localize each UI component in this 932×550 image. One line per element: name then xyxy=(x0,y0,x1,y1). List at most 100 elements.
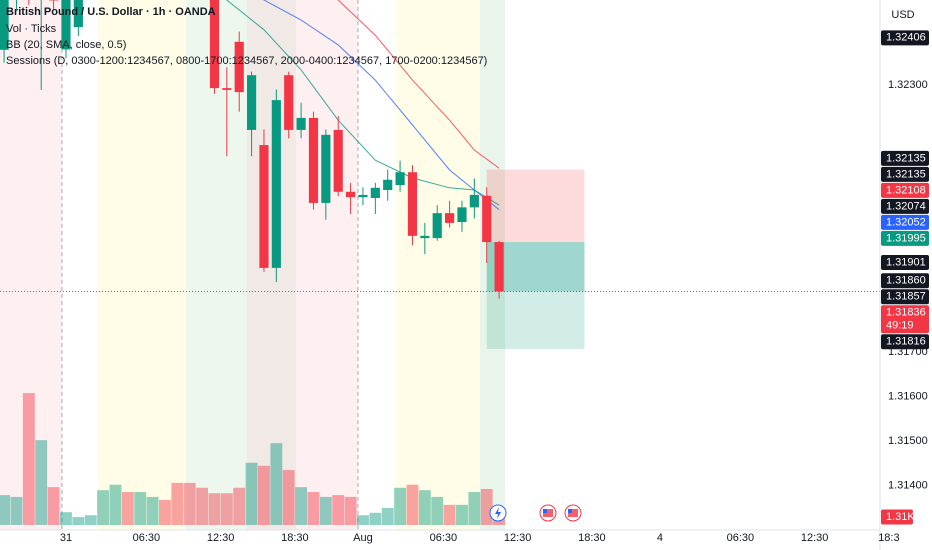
volume-bar xyxy=(183,482,196,525)
legend-line: Sessions (D, 0300-1200:1234567, 0800-170… xyxy=(6,55,487,67)
candle-body xyxy=(247,75,257,130)
x-tick-label: 18:30 xyxy=(578,532,606,544)
legend: British Pound / U.S. Dollar · 1h · OANDA… xyxy=(6,6,487,67)
volume-bar xyxy=(258,465,270,525)
x-tick-label: 31 xyxy=(60,532,72,544)
price-badge xyxy=(881,255,929,271)
price-badge-label: 1.32108 xyxy=(886,184,926,196)
candle-body xyxy=(370,187,380,199)
price-badge xyxy=(881,230,929,246)
session-band xyxy=(296,0,358,530)
volume-badge xyxy=(881,509,913,525)
session-band xyxy=(98,0,186,530)
volume-bar xyxy=(381,507,394,525)
volume-bar xyxy=(344,496,357,525)
volume-bar xyxy=(319,496,332,525)
candle-body xyxy=(420,235,430,239)
volume-bar xyxy=(84,515,97,525)
candle-body xyxy=(73,0,83,28)
volume-bar xyxy=(418,490,431,525)
y-tick-label: 1.31400 xyxy=(888,479,928,491)
price-badge xyxy=(881,289,929,305)
volume-bar xyxy=(35,440,48,525)
volume-bar xyxy=(468,492,481,525)
band-line xyxy=(337,0,500,169)
volume-bar xyxy=(47,487,60,525)
price-badge-label: 1.31860 xyxy=(886,275,926,287)
candle-body xyxy=(222,88,232,90)
band-line xyxy=(226,0,500,206)
session-band xyxy=(396,0,480,530)
volume-bar xyxy=(295,487,308,525)
volume-bar xyxy=(208,493,221,525)
legend-line: BB (20, SMA, close, 0.5) xyxy=(6,39,126,51)
price-badge-label: 1.31836 xyxy=(886,307,926,319)
price-countdown: 49:19 xyxy=(886,320,914,332)
volume-bar xyxy=(60,512,72,525)
flag-icon xyxy=(543,509,553,517)
x-tick-label: 06:30 xyxy=(430,532,458,544)
price-badge-label: 1.32074 xyxy=(886,200,926,212)
candle-body xyxy=(346,191,356,198)
volume-bar xyxy=(332,495,345,525)
stop-zone xyxy=(486,169,585,243)
flag-icon xyxy=(543,509,547,513)
flag-icon xyxy=(568,509,572,513)
candle-body xyxy=(358,194,368,198)
x-tick-label: 06:30 xyxy=(133,532,161,544)
volume-bar xyxy=(406,484,419,525)
candle-body xyxy=(383,179,393,191)
candle-body xyxy=(296,117,306,130)
volume-bar xyxy=(72,517,85,525)
legend-line: Vol · Ticks xyxy=(6,23,57,35)
volume-bar xyxy=(159,499,171,525)
candle-body xyxy=(494,242,504,292)
price-badge-label: 1.32406 xyxy=(886,32,926,44)
candle-body xyxy=(469,194,479,208)
legend-line: British Pound / U.S. Dollar · 1h · OANDA xyxy=(6,6,216,18)
volume-bar xyxy=(270,443,283,525)
price-badge xyxy=(881,214,929,230)
candle-body xyxy=(432,213,442,239)
candle-body xyxy=(259,145,269,268)
session-band xyxy=(0,0,62,530)
x-tick-label: 4 xyxy=(657,532,663,544)
y-tick-label: 1.31600 xyxy=(888,390,928,402)
band-line xyxy=(263,0,500,210)
y-tick-label: 1.32300 xyxy=(888,79,928,91)
volume-bar xyxy=(22,393,35,525)
price-badge xyxy=(881,150,929,166)
volume-bar xyxy=(109,484,122,525)
candle-body xyxy=(0,0,9,50)
plot xyxy=(0,0,880,525)
price-badge xyxy=(881,334,929,350)
volume-bar xyxy=(443,504,456,525)
x-tick-label: 06:30 xyxy=(727,532,755,544)
volume-bar xyxy=(369,512,382,525)
price-badge-label: 1.32135 xyxy=(886,152,926,164)
volume-bar xyxy=(456,504,468,525)
event-icon-glyph xyxy=(495,507,501,519)
volume-bar xyxy=(245,462,258,525)
x-tick-label: 12:30 xyxy=(504,532,532,544)
volume-bar xyxy=(10,496,23,525)
volume-bar xyxy=(431,496,444,525)
volume-bar xyxy=(97,490,110,525)
price-badge xyxy=(881,30,929,46)
volume-bar xyxy=(357,515,369,525)
volume-bar xyxy=(220,493,233,525)
x-tick-label: 12:30 xyxy=(207,532,235,544)
price-badge xyxy=(881,305,929,334)
volume-bar xyxy=(480,488,493,525)
candle-body xyxy=(321,134,331,203)
price-badge-label: 1.31857 xyxy=(886,291,926,303)
candle-body xyxy=(457,207,467,223)
volume-bar xyxy=(307,492,320,525)
volume-bar xyxy=(196,487,209,525)
volume-bar xyxy=(0,495,11,525)
candle-body xyxy=(209,0,220,89)
candle-body xyxy=(284,75,294,130)
candle-body xyxy=(61,0,71,50)
